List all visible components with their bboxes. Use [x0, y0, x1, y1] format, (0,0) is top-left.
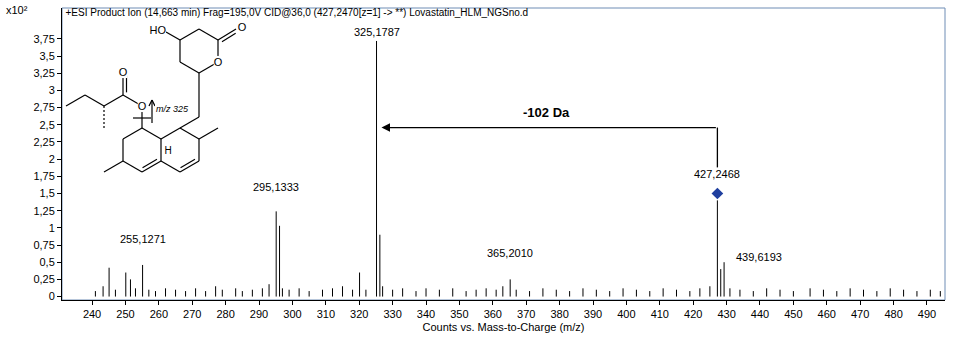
svg-text:380: 380 — [550, 308, 568, 320]
svg-text:420: 420 — [684, 308, 702, 320]
svg-text:0: 0 — [49, 290, 55, 302]
svg-text:x10²: x10² — [6, 4, 28, 16]
svg-text:300: 300 — [283, 308, 301, 320]
svg-text:O: O — [119, 66, 128, 78]
svg-text:325,1787: 325,1787 — [354, 26, 400, 38]
svg-text:330: 330 — [383, 308, 401, 320]
svg-text:O: O — [238, 21, 247, 33]
svg-text:0,25: 0,25 — [33, 273, 54, 285]
svg-text:460: 460 — [818, 308, 836, 320]
svg-text:260: 260 — [150, 308, 168, 320]
svg-text:365,2010: 365,2010 — [487, 247, 533, 259]
svg-text:240: 240 — [83, 308, 101, 320]
svg-text:427,2468: 427,2468 — [694, 168, 740, 180]
svg-text:310: 310 — [317, 308, 335, 320]
svg-text:O: O — [138, 100, 147, 112]
svg-text:250: 250 — [116, 308, 134, 320]
svg-text:3: 3 — [49, 84, 55, 96]
svg-text:450: 450 — [784, 308, 802, 320]
svg-text:480: 480 — [884, 308, 902, 320]
svg-text:2,75: 2,75 — [33, 101, 54, 113]
svg-text:295,1333: 295,1333 — [253, 181, 299, 193]
svg-text:350: 350 — [450, 308, 468, 320]
svg-text:439,6193: 439,6193 — [736, 251, 782, 263]
svg-text:2,25: 2,25 — [33, 136, 54, 148]
svg-text:410: 410 — [651, 308, 669, 320]
svg-text:290: 290 — [250, 308, 268, 320]
svg-text:0,75: 0,75 — [33, 239, 54, 251]
svg-text:HO: HO — [150, 24, 167, 36]
svg-text:320: 320 — [350, 308, 368, 320]
svg-text:m/z 325: m/z 325 — [156, 104, 189, 114]
svg-text:3,25: 3,25 — [33, 67, 54, 79]
svg-text:280: 280 — [216, 308, 234, 320]
svg-text:-102 Da: -102 Da — [523, 105, 570, 120]
svg-text:Counts vs. Mass-to-Charge (m/z: Counts vs. Mass-to-Charge (m/z) — [423, 321, 585, 333]
svg-text:O: O — [214, 56, 223, 68]
svg-text:440: 440 — [751, 308, 769, 320]
svg-text:2: 2 — [49, 153, 55, 165]
svg-text:1: 1 — [49, 222, 55, 234]
svg-text:3,5: 3,5 — [40, 50, 55, 62]
svg-text:430: 430 — [717, 308, 735, 320]
svg-text:1,5: 1,5 — [40, 187, 55, 199]
svg-text:+ESI Product Ion (14,663 min): +ESI Product Ion (14,663 min) Frag=195,0… — [66, 7, 529, 18]
svg-text:0,5: 0,5 — [40, 256, 55, 268]
svg-text:H: H — [164, 145, 171, 156]
svg-text:340: 340 — [417, 308, 435, 320]
svg-text:360: 360 — [484, 308, 502, 320]
svg-text:400: 400 — [617, 308, 635, 320]
svg-text:3,75: 3,75 — [33, 33, 54, 45]
svg-text:2,5: 2,5 — [40, 119, 55, 131]
svg-text:370: 370 — [517, 308, 535, 320]
svg-text:270: 270 — [183, 308, 201, 320]
svg-text:470: 470 — [851, 308, 869, 320]
svg-text:1,25: 1,25 — [33, 205, 54, 217]
svg-text:390: 390 — [584, 308, 602, 320]
svg-text:255,1271: 255,1271 — [120, 233, 166, 245]
svg-text:1,75: 1,75 — [33, 170, 54, 182]
svg-text:490: 490 — [918, 308, 936, 320]
